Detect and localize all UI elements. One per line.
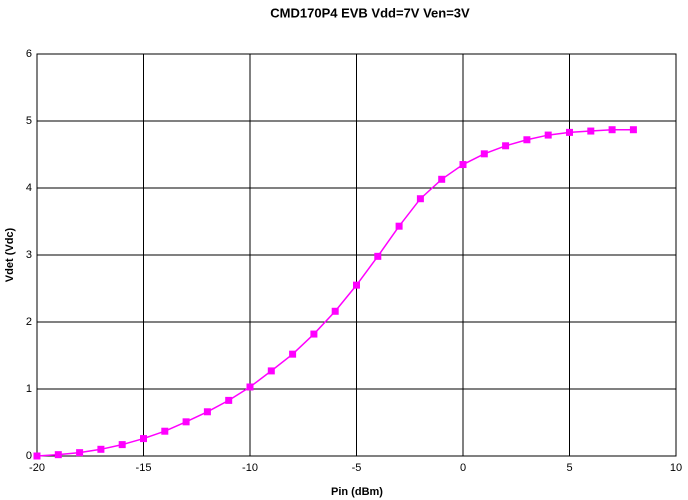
x-tick-label: -20 bbox=[29, 462, 45, 474]
marker bbox=[161, 427, 169, 435]
marker bbox=[331, 307, 339, 315]
marker bbox=[97, 445, 105, 453]
marker bbox=[608, 126, 616, 134]
y-tick-label: 1 bbox=[26, 383, 32, 395]
y-tick-label: 4 bbox=[26, 182, 32, 194]
x-tick-label: -5 bbox=[352, 462, 362, 474]
marker bbox=[629, 126, 637, 134]
y-axis-label: Vdet (Vdc) bbox=[4, 227, 16, 282]
marker bbox=[289, 350, 297, 358]
marker bbox=[353, 281, 360, 289]
marker bbox=[587, 127, 595, 135]
marker bbox=[438, 175, 446, 183]
x-tick-label: 0 bbox=[460, 462, 466, 474]
plot-border bbox=[36, 53, 677, 457]
marker bbox=[54, 451, 62, 459]
x-axis-label: Pin (dBm) bbox=[331, 486, 383, 498]
chart-title: CMD170P4 EVB Vdd=7V Ven=3V bbox=[270, 5, 470, 20]
x-tick-label: 10 bbox=[670, 462, 682, 474]
marker bbox=[395, 222, 403, 230]
y-tick-label: 6 bbox=[26, 48, 32, 60]
marker bbox=[267, 367, 275, 375]
marker bbox=[523, 136, 531, 144]
marker bbox=[502, 142, 510, 150]
marker bbox=[140, 435, 147, 443]
y-tick-label: 2 bbox=[26, 316, 32, 328]
x-tick-label: -15 bbox=[136, 462, 152, 474]
marker bbox=[310, 330, 318, 338]
marker bbox=[225, 396, 233, 404]
marker bbox=[203, 408, 211, 416]
marker bbox=[246, 383, 254, 391]
data-line bbox=[36, 128, 634, 457]
marker bbox=[416, 195, 424, 203]
x-tick-label: -10 bbox=[242, 462, 258, 474]
marker bbox=[374, 252, 382, 260]
marker bbox=[118, 441, 126, 449]
y-tick-label: 5 bbox=[26, 115, 32, 127]
marker bbox=[459, 161, 467, 169]
y-tick-label: 3 bbox=[26, 249, 32, 261]
marker bbox=[33, 452, 41, 460]
marker bbox=[544, 131, 552, 139]
marker bbox=[566, 128, 573, 136]
marker bbox=[182, 418, 190, 426]
marker bbox=[76, 449, 84, 457]
marker bbox=[480, 150, 488, 158]
y-tick-label: 0 bbox=[26, 450, 32, 462]
x-tick-label: 5 bbox=[566, 462, 572, 474]
